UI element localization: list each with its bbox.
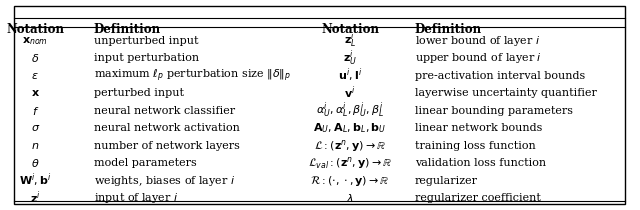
Text: linear network bounds: linear network bounds <box>415 123 542 133</box>
Text: regularizer: regularizer <box>415 176 478 186</box>
Text: $\mathbf{v}^i$: $\mathbf{v}^i$ <box>344 85 356 101</box>
Text: $\mathbf{z}_L^i$: $\mathbf{z}_L^i$ <box>344 31 356 50</box>
Text: $\sigma$: $\sigma$ <box>31 123 40 133</box>
Text: maximum $\ell_p$ perturbation size $\|\delta\|_p$: maximum $\ell_p$ perturbation size $\|\d… <box>94 67 291 84</box>
Text: $\epsilon$: $\epsilon$ <box>31 71 39 81</box>
Text: linear bounding parameters: linear bounding parameters <box>415 106 573 116</box>
Text: input perturbation: input perturbation <box>94 53 199 63</box>
Text: model parameters: model parameters <box>94 158 196 168</box>
Text: $\mathbf{A}_U, \mathbf{A}_L, \mathbf{b}_L, \mathbf{b}_U$: $\mathbf{A}_U, \mathbf{A}_L, \mathbf{b}_… <box>314 121 387 135</box>
Text: $\mathcal{L}_{val}:(\mathbf{z}^n, \mathbf{y}) \rightarrow \mathbb{R}$: $\mathcal{L}_{val}:(\mathbf{z}^n, \mathb… <box>308 155 392 171</box>
Text: Definition: Definition <box>415 23 482 36</box>
Text: perturbed input: perturbed input <box>94 88 184 98</box>
Text: $\mathcal{R}:(\cdot, \cdot, \mathbf{y}) \rightarrow \mathbb{R}$: $\mathcal{R}:(\cdot, \cdot, \mathbf{y}) … <box>310 173 390 188</box>
Text: $\mathbf{W}^i, \mathbf{b}^i$: $\mathbf{W}^i, \mathbf{b}^i$ <box>19 172 52 189</box>
Text: regularizer coefficient: regularizer coefficient <box>415 193 541 203</box>
Text: validation loss function: validation loss function <box>415 158 546 168</box>
Text: $\lambda$: $\lambda$ <box>346 192 354 204</box>
Text: $\mathbf{x}_{nom}$: $\mathbf{x}_{nom}$ <box>22 35 48 47</box>
Text: upper bound of layer $i$: upper bound of layer $i$ <box>415 51 542 65</box>
Text: Notation: Notation <box>321 23 379 36</box>
Text: input of layer $i$: input of layer $i$ <box>94 191 178 205</box>
Text: training loss function: training loss function <box>415 140 536 151</box>
Text: $\mathbf{z}^i$: $\mathbf{z}^i$ <box>30 190 40 206</box>
Text: neural network classifier: neural network classifier <box>94 106 235 116</box>
Text: Notation: Notation <box>6 23 64 36</box>
Text: $\alpha_U^i, \alpha_L^i, \beta_U^i, \beta_L^i$: $\alpha_U^i, \alpha_L^i, \beta_U^i, \bet… <box>316 101 384 120</box>
Text: $\mathcal{L}:(\mathbf{z}^n, \mathbf{y}) \rightarrow \mathbb{R}$: $\mathcal{L}:(\mathbf{z}^n, \mathbf{y}) … <box>314 138 387 154</box>
Text: $\mathbf{u}^i, \mathbf{l}^i$: $\mathbf{u}^i, \mathbf{l}^i$ <box>338 67 362 84</box>
Text: weights, biases of layer $i$: weights, biases of layer $i$ <box>94 173 236 188</box>
Text: $n$: $n$ <box>31 140 40 151</box>
Text: $\theta$: $\theta$ <box>31 157 40 169</box>
Text: unperturbed input: unperturbed input <box>94 36 198 46</box>
Text: number of network layers: number of network layers <box>94 140 240 151</box>
Text: lower bound of layer $i$: lower bound of layer $i$ <box>415 34 540 48</box>
Text: $\mathbf{z}_U^i$: $\mathbf{z}_U^i$ <box>343 48 357 68</box>
Text: layerwise uncertainty quantifier: layerwise uncertainty quantifier <box>415 88 596 98</box>
Text: Definition: Definition <box>94 23 161 36</box>
Text: pre-activation interval bounds: pre-activation interval bounds <box>415 71 585 81</box>
Text: neural network activation: neural network activation <box>94 123 240 133</box>
Text: $\delta$: $\delta$ <box>31 52 40 64</box>
Text: $\mathbf{x}$: $\mathbf{x}$ <box>31 88 40 98</box>
Text: $f$: $f$ <box>31 105 39 117</box>
